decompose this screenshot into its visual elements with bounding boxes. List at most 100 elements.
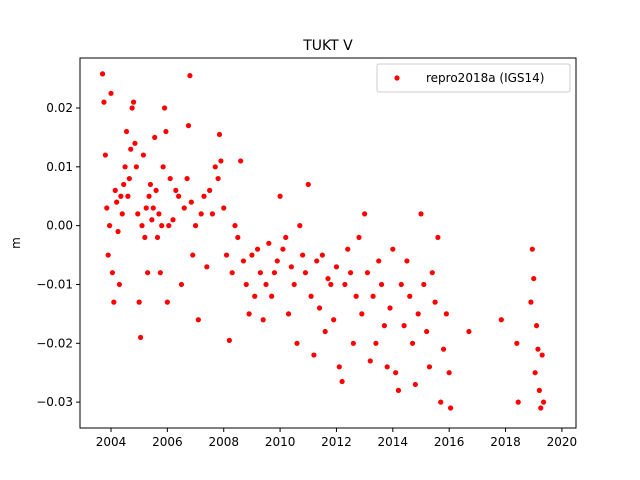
data-point (447, 405, 454, 411)
data-point (367, 358, 373, 364)
x-tick-label: 2012 (321, 435, 352, 449)
data-point (226, 337, 232, 343)
data-point (195, 317, 201, 323)
data-point (143, 205, 149, 211)
data-point (229, 270, 235, 276)
data-point (342, 281, 348, 288)
data-point (536, 387, 542, 393)
data-point (263, 281, 269, 288)
data-point (291, 281, 297, 288)
data-point (238, 158, 244, 164)
data-point (515, 399, 521, 405)
data-point (192, 223, 199, 229)
data-point (240, 258, 247, 264)
data-point (370, 293, 376, 299)
data-point (157, 270, 163, 276)
x-tick-label: 2016 (434, 435, 465, 449)
y-tick-label: −0.03 (36, 395, 73, 409)
data-point (128, 146, 134, 152)
data-point (333, 264, 340, 270)
data-point (277, 193, 283, 199)
data-point (166, 223, 172, 229)
data-point (122, 164, 128, 170)
data-point (418, 211, 424, 217)
data-point (533, 323, 540, 329)
data-point (345, 246, 351, 252)
data-point (114, 199, 120, 205)
x-tick-label: 2008 (208, 435, 239, 449)
y-tick-label: −0.01 (36, 277, 73, 291)
data-point (424, 328, 430, 335)
y-tick-label: 0.00 (46, 219, 73, 233)
data-point (257, 270, 263, 276)
data-point (421, 281, 427, 288)
data-point (390, 246, 396, 252)
data-point (129, 105, 135, 111)
data-point (308, 293, 314, 299)
data-point (105, 252, 111, 258)
data-point (387, 305, 393, 311)
data-point (146, 193, 152, 199)
x-tick-label: 2006 (152, 435, 183, 449)
legend-box (376, 63, 571, 93)
x-tick-label: 2018 (490, 435, 521, 449)
data-point (178, 281, 185, 288)
data-point (136, 299, 142, 305)
data-point (398, 281, 404, 288)
y-axis: 0.02 0.01 0.00 −0.01 −0.02 −0.03 (36, 101, 80, 409)
data-point (152, 134, 158, 141)
y-tick-label: 0.02 (46, 101, 73, 115)
data-point (221, 205, 227, 211)
data-point (132, 140, 138, 146)
data-point (163, 128, 169, 135)
data-point (412, 381, 418, 388)
data-point (176, 193, 182, 199)
data-point (514, 340, 520, 346)
data-point (142, 234, 148, 241)
data-point (216, 131, 223, 138)
data-point (269, 293, 275, 299)
data-point (106, 223, 113, 229)
data-point (364, 270, 371, 276)
data-point (381, 323, 387, 329)
y-tick-label: 0.01 (46, 160, 73, 174)
data-point (154, 234, 161, 241)
data-point (130, 99, 137, 105)
data-point (285, 311, 292, 317)
y-tick-label: −0.02 (36, 336, 73, 350)
data-point (260, 317, 266, 323)
legend: repro2018a (IGS14) (376, 63, 571, 93)
data-point (393, 370, 399, 376)
data-point (116, 281, 123, 288)
data-point (164, 299, 170, 305)
data-point (378, 281, 385, 288)
data-point (404, 258, 410, 264)
data-point (167, 175, 173, 182)
data-point (322, 328, 328, 335)
data-point (137, 334, 144, 341)
data-point (147, 181, 154, 188)
data-point (435, 234, 441, 241)
data-point (443, 311, 449, 317)
chart-title: TUKT V (302, 38, 353, 54)
data-point (407, 293, 413, 299)
data-point (271, 270, 278, 276)
data-point (133, 164, 139, 170)
data-point (325, 275, 331, 282)
data-point (540, 399, 547, 405)
data-point (235, 234, 241, 241)
data-point (115, 228, 121, 235)
data-point (331, 317, 337, 323)
data-point (243, 281, 249, 288)
data-point (184, 175, 190, 182)
data-point (190, 252, 196, 258)
data-point (288, 264, 294, 270)
data-point (539, 352, 545, 358)
data-point (125, 193, 131, 199)
data-point (440, 346, 447, 352)
data-point (207, 187, 213, 193)
data-point (153, 187, 159, 193)
data-point (314, 258, 320, 264)
data-point (102, 152, 108, 158)
data-point (305, 181, 311, 188)
